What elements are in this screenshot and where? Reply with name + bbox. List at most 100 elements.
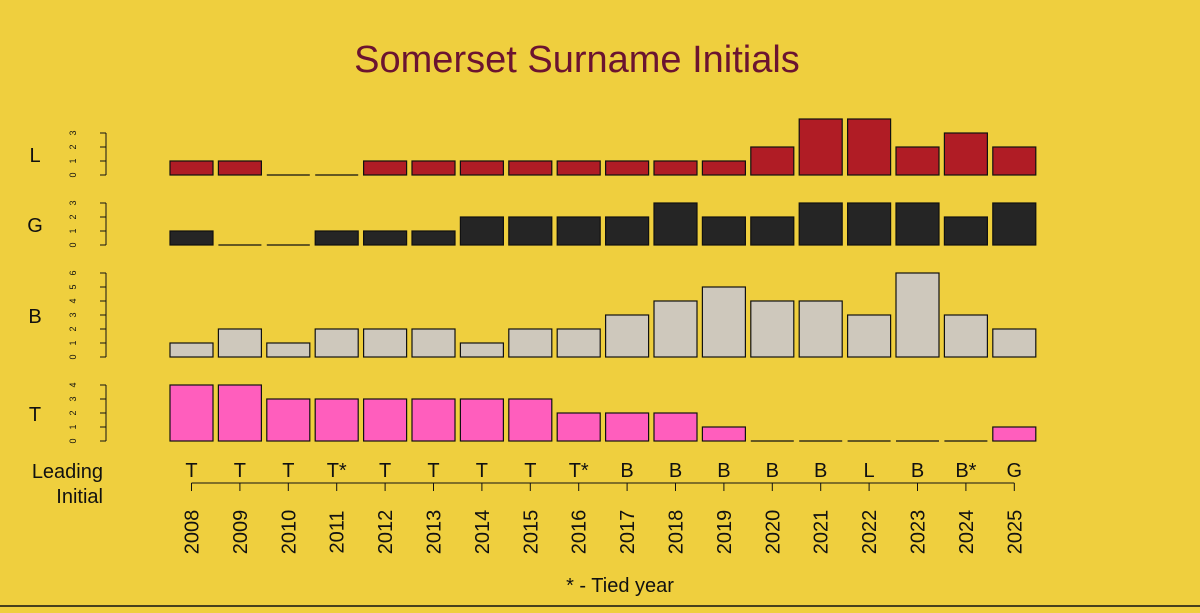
panels: L 0 1 2 3 G 0 1 2 3 B 0 1 2 3 4 5 6 T 0 1 2 3 4 <box>27 118 1037 444</box>
panel-label-b: B <box>28 306 41 328</box>
year-label-2022: 2022 <box>859 510 881 555</box>
year-label-2010: 2010 <box>278 510 300 555</box>
bar-g-2011 <box>314 230 359 246</box>
bar-b-2025 <box>992 328 1037 358</box>
bar-g-2013 <box>411 230 456 246</box>
y-tick-label: 5 <box>68 284 78 289</box>
bar-l-2012 <box>363 160 408 176</box>
y-tick-label: 3 <box>68 312 78 317</box>
leading-initial-2008: T <box>185 460 197 482</box>
leading-initial-2013: T <box>427 460 439 482</box>
bar-b-2011 <box>314 328 359 358</box>
y-tick-label: 0 <box>68 242 78 247</box>
bar-l-2015 <box>508 160 553 176</box>
leading-initial-2025: G <box>1007 460 1023 482</box>
panel-l: L 0 1 2 3 <box>29 118 1037 178</box>
bar-b-2021 <box>798 300 843 358</box>
bar-t-2025 <box>992 426 1037 442</box>
y-tick-label: 3 <box>68 200 78 205</box>
bar-b-2023 <box>895 272 940 358</box>
bar-b-2017 <box>604 314 650 358</box>
leading-initial-2014: T <box>476 460 488 482</box>
bar-t-2015 <box>508 398 553 442</box>
year-label-2018: 2018 <box>666 510 688 555</box>
leading-initial-2010: T <box>282 460 294 482</box>
year-label-2017: 2017 <box>617 510 639 555</box>
bar-g-2023 <box>895 202 940 246</box>
bar-l-2009 <box>217 160 262 176</box>
year-label-2012: 2012 <box>375 510 397 555</box>
year-label-2021: 2021 <box>811 510 833 555</box>
panel-t: T 0 1 2 3 4 <box>29 382 1037 444</box>
year-label-2008: 2008 <box>182 510 204 555</box>
tied-year-footnote: * - Tied year <box>566 575 674 597</box>
bar-g-2012 <box>363 230 408 246</box>
bar-l-2023 <box>895 146 940 176</box>
bar-b-2018 <box>653 300 698 358</box>
y-tick-label: 2 <box>68 214 78 219</box>
bottom-axis: Leading Initial T T T T* T T T T T* B B B B B L B B* G 2008 2… <box>32 460 1026 554</box>
bar-b-2022 <box>846 314 892 358</box>
panel-g: G 0 1 2 3 <box>27 200 1037 248</box>
bar-g-2021 <box>798 202 843 246</box>
leading-initial-2023: B <box>911 460 924 482</box>
year-label-2023: 2023 <box>908 510 930 555</box>
bar-l-2013 <box>411 160 456 176</box>
y-tick-label: 1 <box>68 340 78 345</box>
bar-l-2025 <box>992 146 1037 176</box>
y-tick-label: 4 <box>68 382 78 387</box>
bar-b-2020 <box>750 300 795 358</box>
leading-initial-2018: B <box>669 460 682 482</box>
bar-b-2019 <box>701 286 747 358</box>
bar-b-2013 <box>411 328 456 358</box>
y-tick-label: 0 <box>68 172 78 177</box>
year-label-2016: 2016 <box>569 510 591 555</box>
bar-b-2015 <box>508 328 553 358</box>
y-tick-label: 6 <box>68 270 78 275</box>
bar-t-2011 <box>314 398 359 442</box>
panel-label-t: T <box>29 404 41 426</box>
initial-label: Initial <box>56 486 103 508</box>
bar-t-2008 <box>169 384 214 442</box>
bar-l-2016 <box>556 160 601 176</box>
bar-l-2014 <box>459 160 504 176</box>
leading-initial-2015: T <box>524 460 536 482</box>
year-label-2020: 2020 <box>762 510 784 555</box>
bar-b-2024 <box>943 314 989 358</box>
bar-g-2008 <box>169 230 214 246</box>
bar-l-2022 <box>846 118 892 176</box>
bar-g-2015 <box>508 216 553 246</box>
year-label-2014: 2014 <box>472 510 494 554</box>
bar-g-2014 <box>459 216 504 246</box>
chart-title: Somerset Surname Initials <box>354 39 800 81</box>
bar-l-2024 <box>943 132 989 176</box>
bar-g-2018 <box>653 202 698 246</box>
y-tick-label: 2 <box>68 410 78 415</box>
y-tick-label: 1 <box>68 158 78 163</box>
bar-l-2021 <box>798 118 843 176</box>
year-label-2015: 2015 <box>520 510 542 555</box>
bar-t-2013 <box>411 398 456 442</box>
bar-t-2010 <box>266 398 311 442</box>
leading-label: Leading <box>32 461 103 483</box>
year-label-2025: 2025 <box>1004 510 1026 555</box>
leading-initial-2012: T <box>379 460 391 482</box>
bar-b-2009 <box>217 328 262 358</box>
bar-l-2018 <box>653 160 698 176</box>
y-tick-label: 0 <box>68 438 78 443</box>
panel-label-l: L <box>29 145 40 167</box>
leading-initial-2017: B <box>620 460 633 482</box>
y-tick-label: 0 <box>68 354 78 359</box>
bar-t-2017 <box>604 412 650 442</box>
bar-b-2010 <box>266 342 311 358</box>
panel-b: B 0 1 2 3 4 5 6 <box>28 270 1037 360</box>
leading-initial-2021: B <box>814 460 827 482</box>
y-tick-label: 2 <box>68 144 78 149</box>
leading-initial-2020: B <box>766 460 779 482</box>
year-label-2019: 2019 <box>714 510 736 555</box>
y-tick-label: 2 <box>68 326 78 331</box>
bar-g-2017 <box>604 216 650 246</box>
bar-g-2024 <box>943 216 989 246</box>
leading-initial-2016: T* <box>569 460 589 482</box>
